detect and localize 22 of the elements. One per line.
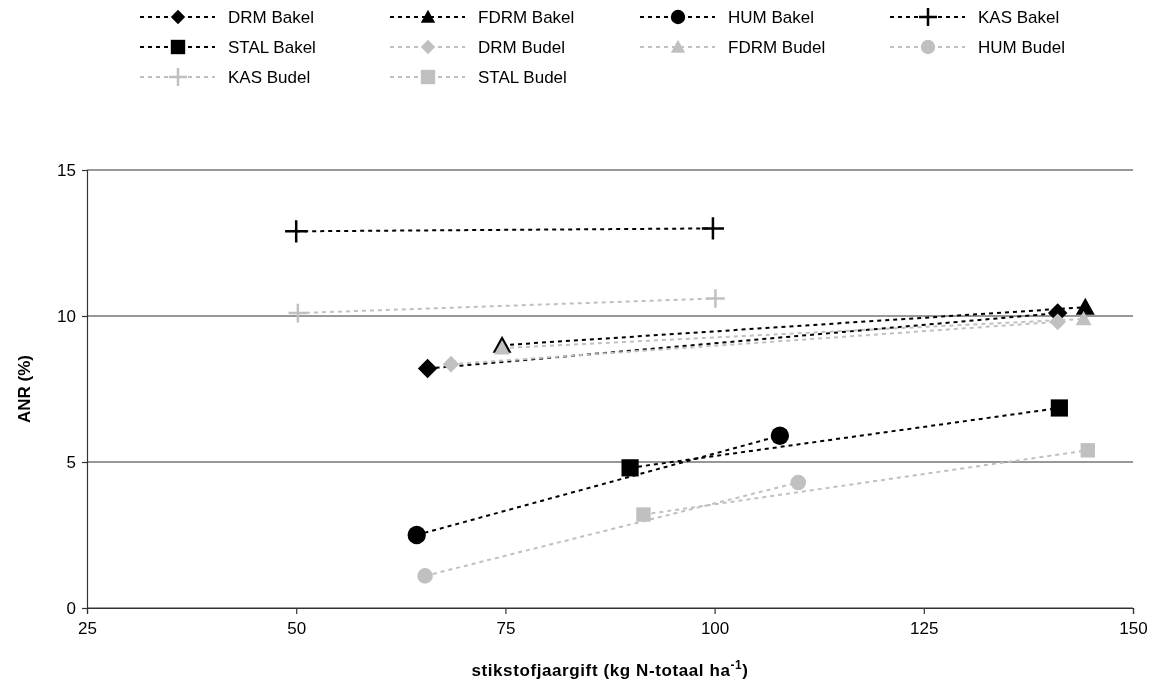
legend-label: HUM Budel — [978, 38, 1065, 57]
legend-label: STAL Budel — [478, 68, 567, 87]
legend-label: STAL Bakel — [228, 38, 316, 57]
legend-label: KAS Budel — [228, 68, 311, 87]
y-tick-label: 5 — [66, 452, 76, 472]
x-tick-label: 100 — [700, 619, 730, 639]
x-axis-title: stikstofjaargift (kg N-totaal ha$^{-1}$) — [471, 658, 749, 680]
y-axis-title: ANR (%) — [15, 355, 34, 423]
y-tick-label: 15 — [57, 160, 76, 180]
x-tick-label: 125 — [910, 619, 939, 639]
legend-label: KAS Bakel — [978, 8, 1060, 27]
y-tick-label: 10 — [57, 306, 76, 326]
legend-label: DRM Budel — [478, 38, 565, 57]
y-tick-label: 0 — [66, 598, 76, 618]
x-tick-label: 75 — [496, 619, 516, 639]
x-tick-label: 50 — [287, 619, 307, 639]
legend-label: DRM Bakel — [228, 8, 314, 27]
x-tick-label: 150 — [1119, 619, 1148, 639]
legend-label: HUM Bakel — [728, 8, 814, 27]
legend-label: FDRM Bakel — [478, 8, 575, 27]
legend-label: FDRM Budel — [728, 38, 826, 57]
x-tick-label: 25 — [78, 619, 97, 639]
